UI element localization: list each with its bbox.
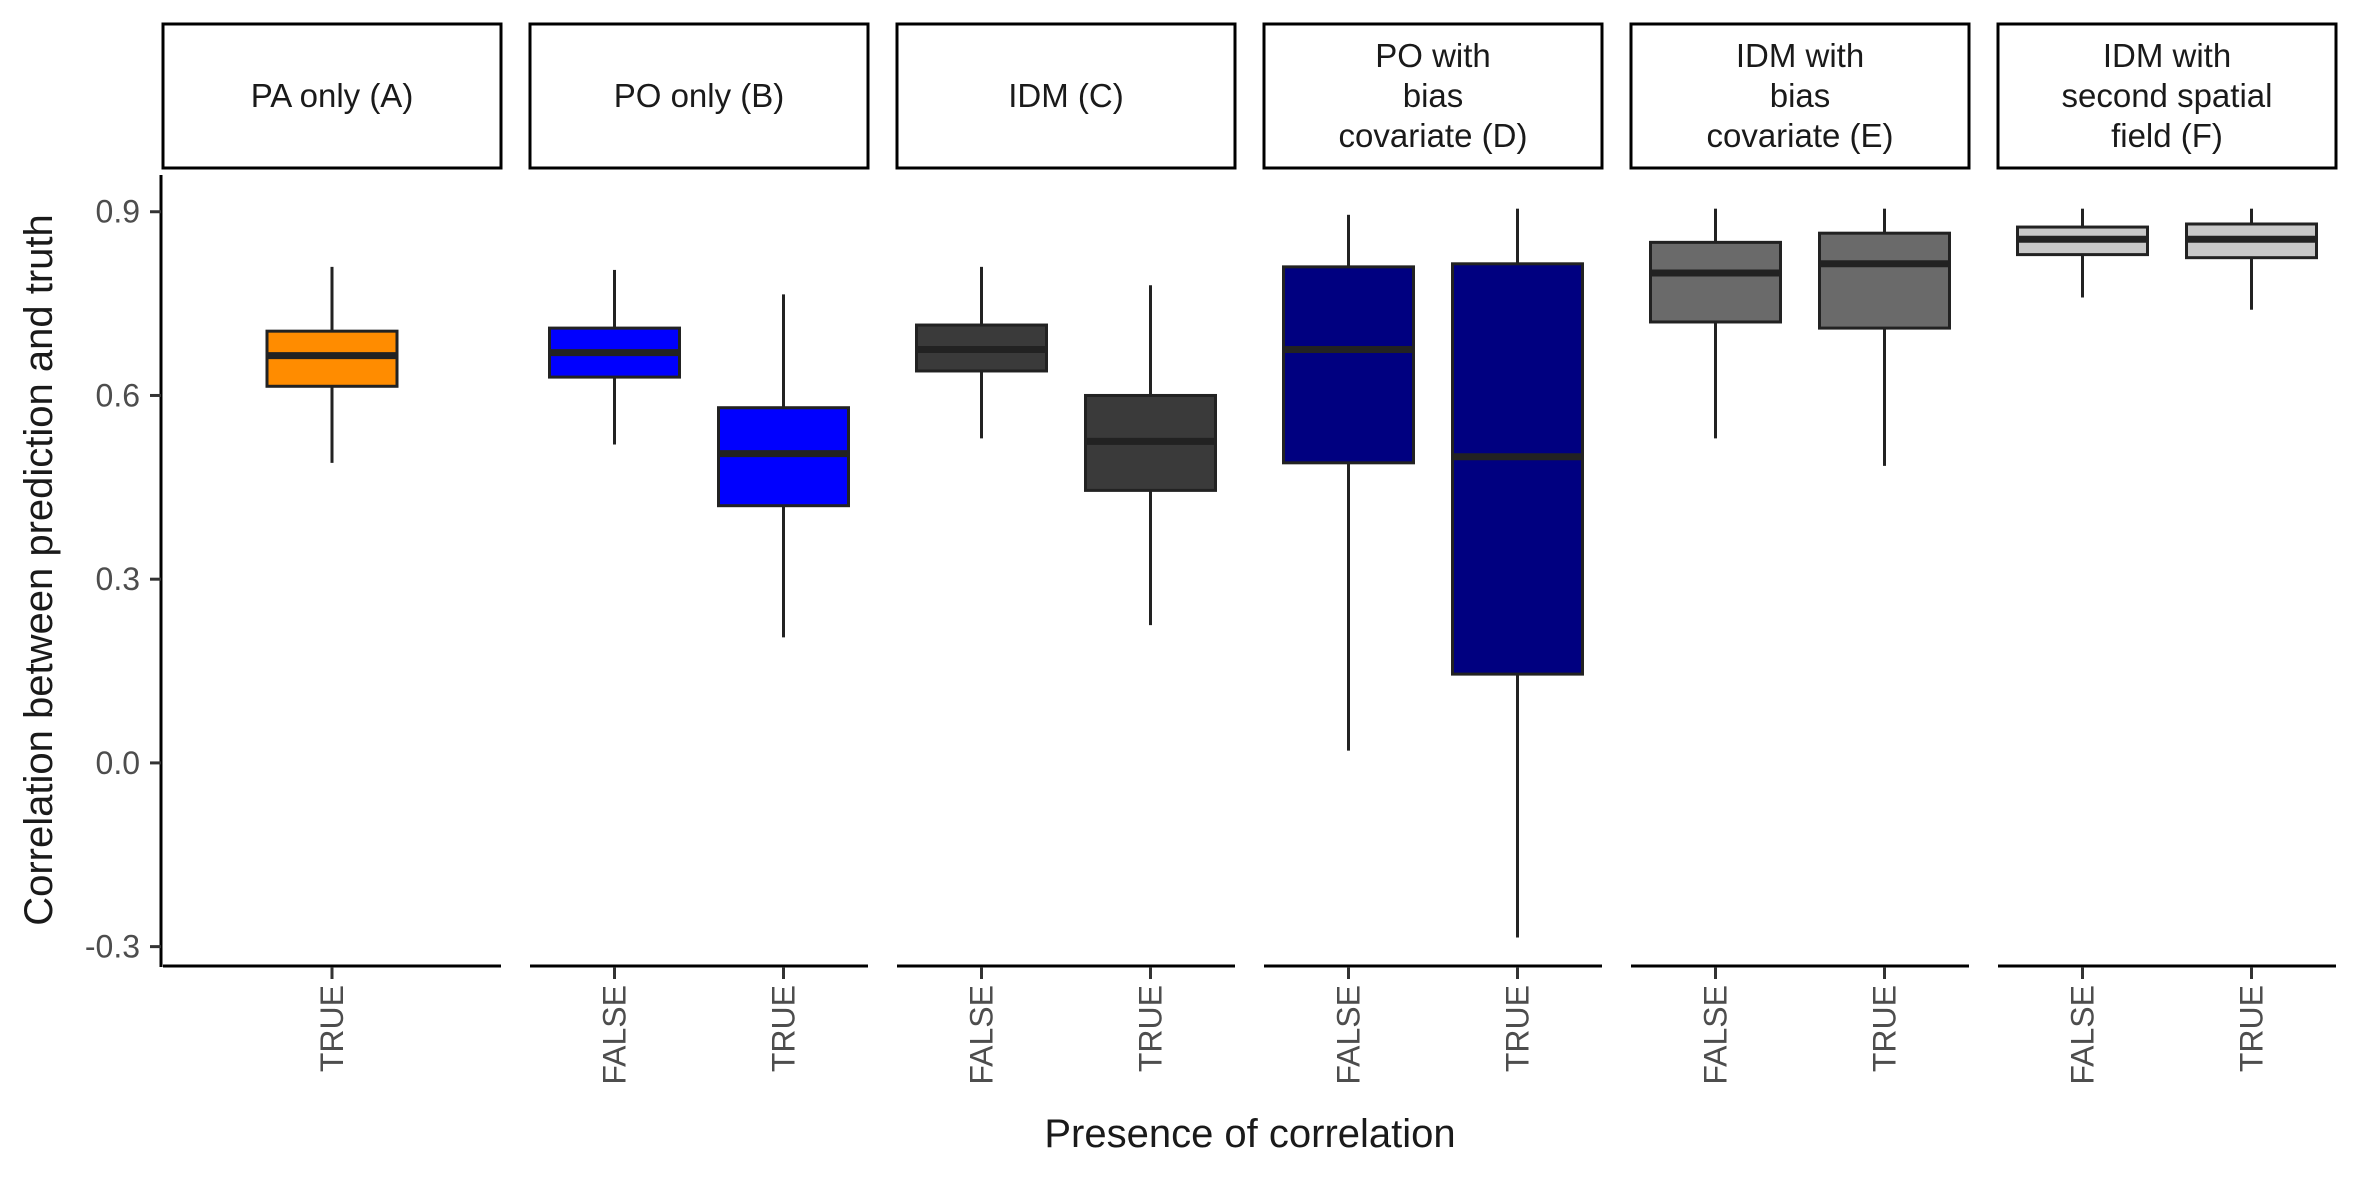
x-tick-label: FALSE: [964, 985, 1000, 1085]
y-tick-label: -0.3: [85, 929, 140, 965]
y-axis-title: Correlation between prediction and truth: [17, 214, 61, 926]
facet-strip: [895, 22, 1237, 170]
x-tick-label: TRUE: [1133, 985, 1169, 1072]
box-iqr: [1282, 265, 1415, 465]
facet-title-line: PO only (B): [614, 77, 785, 114]
facet-strip: [528, 22, 870, 170]
y-tick-label: 0.6: [96, 377, 140, 413]
box-iqr: [1451, 262, 1584, 676]
x-tick-label: TRUE: [766, 985, 802, 1072]
box-false: FALSE: [1282, 214, 1415, 1085]
x-tick-label: FALSE: [2065, 985, 2101, 1085]
facet-title-line: bias: [1403, 77, 1464, 114]
box-true: TRUE: [717, 294, 850, 1072]
y-tick-label: 0.3: [96, 561, 140, 597]
box-false: FALSE: [548, 269, 681, 1085]
box-false: FALSE: [2016, 208, 2149, 1085]
y-tick-label: 0.0: [96, 745, 140, 781]
facet-title-line: PO with: [1375, 37, 1491, 74]
y-tick-label: 0.9: [96, 194, 140, 230]
facet-title-line: second spatial: [2062, 77, 2273, 114]
x-tick-label: FALSE: [597, 985, 633, 1085]
x-tick-label: FALSE: [1331, 985, 1367, 1085]
box-true: TRUE: [1451, 208, 1584, 1072]
x-tick-label: TRUE: [2234, 985, 2270, 1072]
facet-strip: [1996, 22, 2338, 170]
facet-strip: [1629, 22, 1971, 170]
facet-title-line: IDM (C): [1008, 77, 1123, 114]
box-true: TRUE: [1084, 285, 1217, 1072]
facet-title-line: PA only (A): [251, 77, 414, 114]
x-tick-label: TRUE: [1867, 985, 1903, 1072]
box-iqr: [1818, 231, 1951, 330]
facet-panel: PO only (B) FALSE TRUE: [528, 22, 870, 1085]
x-tick-label: TRUE: [314, 985, 350, 1072]
x-axis-title: Presence of correlation: [1044, 1112, 1455, 1156]
box-false: FALSE: [1649, 208, 1782, 1085]
facet-strip: [161, 22, 503, 170]
box-true: TRUE: [2185, 208, 2318, 1072]
box-false: FALSE: [915, 266, 1048, 1085]
box-true: TRUE: [265, 266, 399, 1072]
facet-title-line: IDM with: [2103, 37, 2231, 74]
x-tick-label: TRUE: [1500, 985, 1536, 1072]
x-tick-label: FALSE: [1698, 985, 1734, 1085]
box-true: TRUE: [1818, 208, 1951, 1072]
facet-title-line: covariate (E): [1706, 117, 1893, 154]
facet-panel: PA only (A) TRUE: [161, 22, 503, 1072]
facet-title-line: field (F): [2111, 117, 2223, 154]
facet-strip: [1262, 22, 1604, 170]
y-axis: -0.3 0.0 0.3 0.6 0.9: [85, 175, 163, 967]
box-iqr: [1649, 240, 1782, 324]
facet-title-line: bias: [1770, 77, 1831, 114]
facet-title-line: IDM with: [1736, 37, 1864, 74]
facet-panel: IDM (C) FALSE TRUE: [895, 22, 1237, 1085]
facet-title-line: covariate (D): [1339, 117, 1528, 154]
